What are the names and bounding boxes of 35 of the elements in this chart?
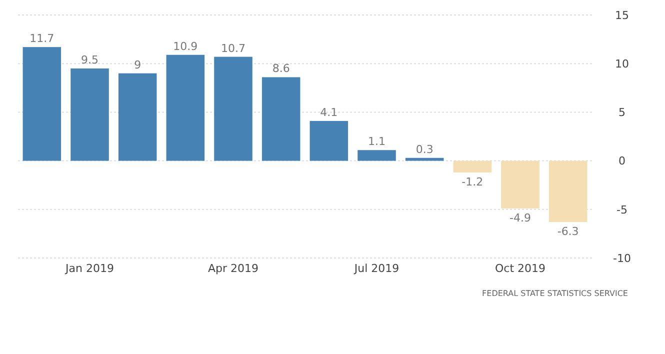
y-tick-label: 5 [618,106,626,120]
y-tick-label: -10 [613,252,631,265]
bar [405,158,444,161]
data-label: 8.6 [272,62,290,76]
x-tick-label: Oct 2019 [494,262,546,275]
y-tick-label: 15 [615,8,629,22]
bar [214,56,252,161]
bar [548,160,588,222]
data-label: 10.9 [173,40,198,53]
data-label: -6.3 [557,225,579,238]
data-label: 9.5 [81,53,98,66]
bar [453,160,492,172]
data-label: 11.7 [30,32,54,46]
data-label: 1.1 [368,135,386,148]
bar [166,54,205,161]
y-tick-label: 0 [618,154,626,168]
text: FEDERAL STATE STATISTICS SERVICE [482,289,628,298]
bar [262,77,300,161]
y-tick-label: -5 [616,203,628,216]
data-label: -1.2 [462,175,484,188]
bar [70,68,109,161]
bar [501,160,540,208]
data-label: 4.1 [320,106,338,119]
data-label: 0.3 [416,142,434,156]
bar [310,120,348,161]
data-label: 9 [134,58,142,72]
x-tick-label: Apr 2019 [208,262,259,275]
bar [118,73,157,161]
bar [358,150,396,161]
x-tick-label: Jan 2019 [64,262,114,275]
x-tick-label: Jul 2019 [353,262,400,275]
bar [22,47,62,161]
data-label: 10.7 [221,42,246,55]
y-tick-label: 10 [615,57,629,70]
data-label: -4.9 [510,211,531,224]
